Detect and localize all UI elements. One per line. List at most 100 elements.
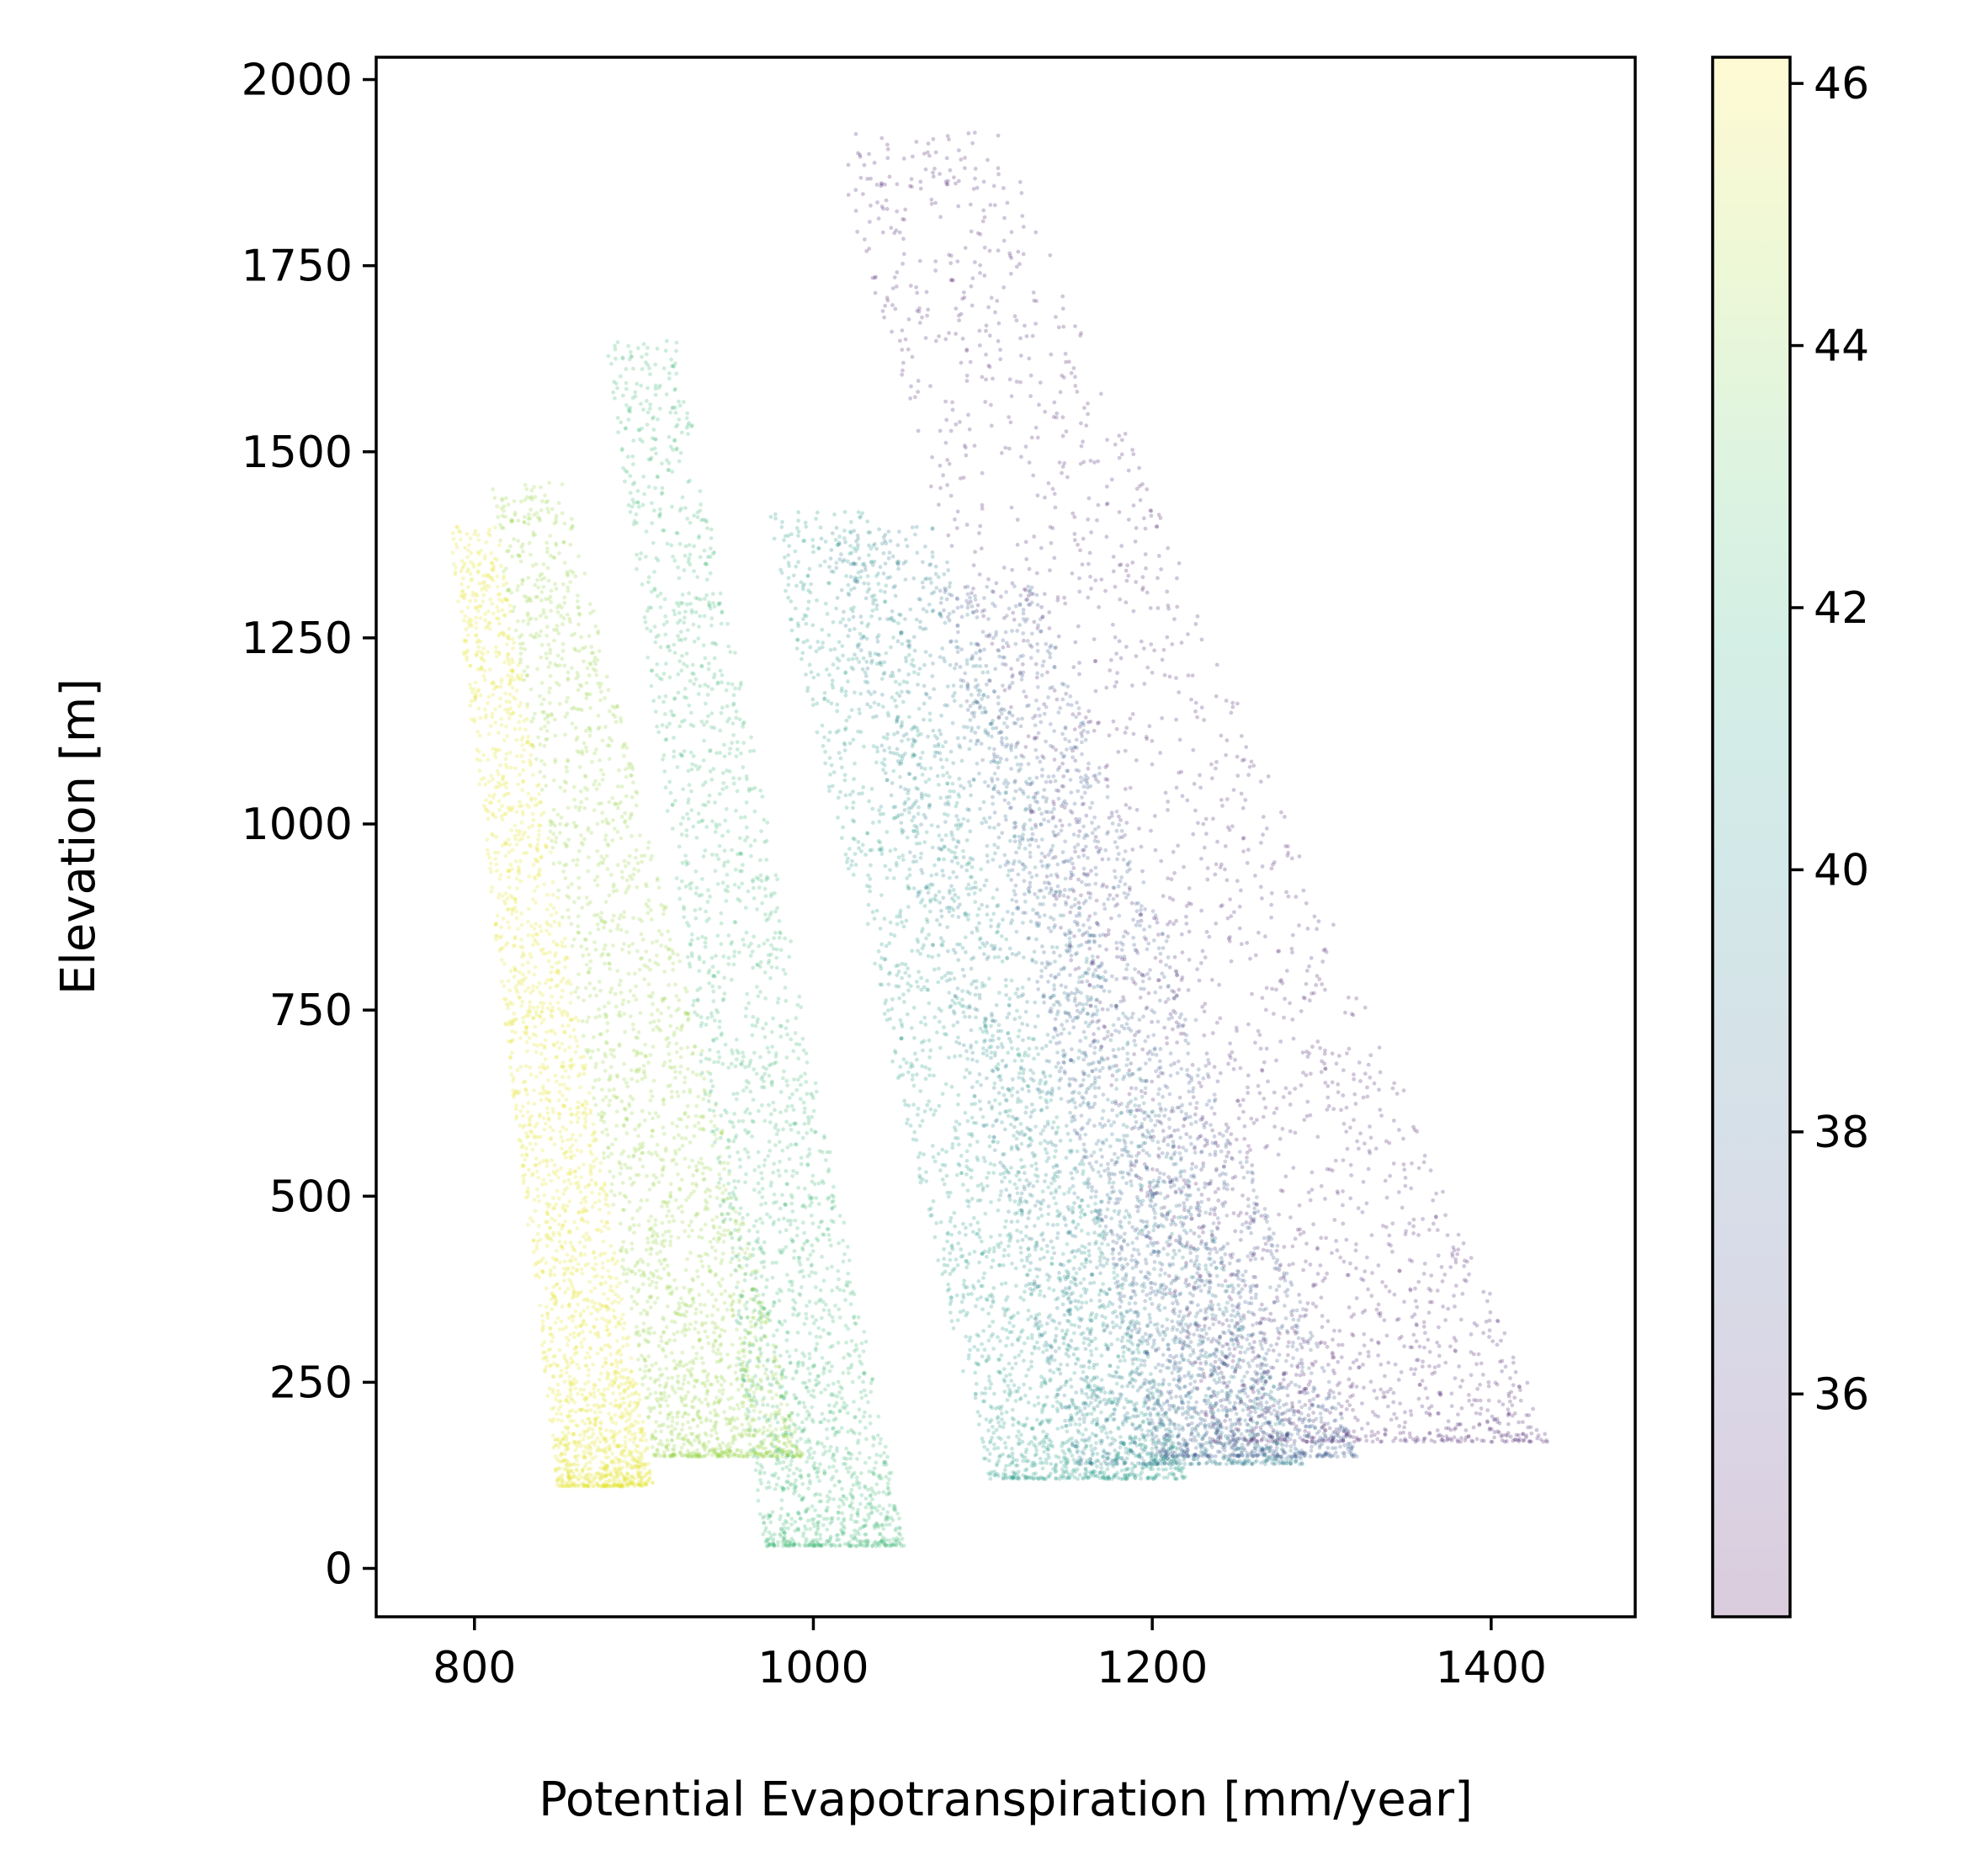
scatter-point xyxy=(623,1435,628,1439)
scatter-point xyxy=(789,1517,794,1522)
scatter-point xyxy=(534,1169,539,1174)
scatter-point xyxy=(506,633,511,638)
scatter-point xyxy=(477,581,481,586)
scatter-point xyxy=(493,922,498,927)
scatter-point xyxy=(581,1208,586,1213)
scatter-point xyxy=(696,1274,700,1279)
scatter-point xyxy=(710,1143,715,1148)
scatter-point xyxy=(636,1483,641,1487)
scatter-point xyxy=(691,1278,696,1283)
scatter-point xyxy=(654,1285,659,1290)
scatter-point xyxy=(809,1128,814,1132)
scatter-point xyxy=(660,1443,665,1447)
scatter-point xyxy=(579,1341,583,1345)
scatter-point xyxy=(523,989,528,993)
scatter-point xyxy=(576,995,581,1000)
scatter-point xyxy=(483,806,488,811)
scatter-point xyxy=(731,1313,736,1318)
scatter-point xyxy=(572,1481,577,1485)
scatter-point xyxy=(532,938,537,942)
scatter-point xyxy=(683,1267,688,1273)
scatter-point xyxy=(520,1104,525,1108)
scatter-point xyxy=(742,1453,747,1458)
scatter-point xyxy=(563,965,568,970)
scatter-point xyxy=(767,1389,772,1394)
scatter-point xyxy=(573,1257,578,1262)
scatter-point xyxy=(537,828,541,833)
scatter-point xyxy=(561,539,566,545)
scatter-point xyxy=(713,1421,718,1426)
scatter-point xyxy=(468,621,473,626)
scatter-point xyxy=(555,1040,560,1044)
scatter-point xyxy=(555,1315,560,1321)
scatter-point xyxy=(551,807,556,812)
scatter-point xyxy=(619,1322,623,1326)
scatter-point xyxy=(539,702,545,707)
scatter-point xyxy=(498,523,502,528)
scatter-point xyxy=(506,651,511,656)
scatter-point xyxy=(716,1181,721,1185)
scatter-point xyxy=(612,1483,617,1487)
scatter-point xyxy=(764,858,769,862)
scatter-point xyxy=(534,1156,539,1161)
scatter-point xyxy=(495,557,499,562)
scatter-point xyxy=(623,1381,627,1386)
scatter-point xyxy=(741,1400,746,1405)
scatter-point xyxy=(510,867,514,872)
scatter-point xyxy=(545,920,550,925)
scatter-point xyxy=(559,614,563,619)
scatter-point xyxy=(651,1078,656,1083)
scatter-point xyxy=(615,805,620,810)
scatter-point xyxy=(490,566,494,571)
scatter-point xyxy=(777,1364,782,1369)
scatter-point xyxy=(603,1069,608,1073)
scatter-point xyxy=(748,749,752,753)
scatter-point xyxy=(688,1140,693,1145)
scatter-point xyxy=(491,687,497,692)
scatter-point xyxy=(554,543,559,548)
scatter-point xyxy=(737,776,741,781)
scatter-point xyxy=(513,766,518,771)
scatter-point xyxy=(705,1388,710,1393)
scatter-point xyxy=(490,885,494,890)
scatter-point xyxy=(513,513,518,518)
scatter-point xyxy=(509,518,514,523)
scatter-point xyxy=(560,1451,564,1456)
scatter-point xyxy=(564,1484,568,1488)
scatter-point xyxy=(535,802,539,806)
scatter-point xyxy=(668,1430,673,1435)
scatter-point xyxy=(549,1178,554,1183)
scatter-point xyxy=(533,582,538,587)
scatter-point xyxy=(632,1437,636,1442)
scatter-point xyxy=(645,1299,650,1304)
scatter-point xyxy=(706,1440,711,1444)
scatter-point xyxy=(513,1092,518,1096)
scatter-point xyxy=(624,1279,629,1283)
scatter-point xyxy=(506,502,511,507)
scatter-point xyxy=(521,549,525,554)
scatter-point xyxy=(598,682,603,686)
scatter-point xyxy=(454,566,458,570)
scatter-point xyxy=(680,1454,685,1459)
scatter-point xyxy=(711,1224,716,1228)
scatter-point xyxy=(557,1045,561,1050)
scatter-point xyxy=(661,1102,666,1107)
scatter-point xyxy=(549,850,553,854)
scatter-point xyxy=(539,800,543,805)
scatter-point xyxy=(597,1198,602,1204)
scatter-point xyxy=(508,765,513,770)
scatter-point xyxy=(554,587,559,591)
scatter-point xyxy=(621,1240,626,1244)
scatter-point xyxy=(530,743,535,748)
scatter-point xyxy=(590,759,594,764)
scatter-point xyxy=(576,875,581,880)
scatter-point xyxy=(620,875,625,880)
scatter-point xyxy=(527,970,531,975)
scatter-point xyxy=(489,889,494,894)
scatter-point xyxy=(791,1256,796,1261)
scatter-point xyxy=(609,986,614,991)
scatter-point xyxy=(642,977,647,981)
scatter-point xyxy=(552,1205,557,1210)
scatter-point xyxy=(492,850,497,855)
scatter-point xyxy=(561,1484,566,1489)
